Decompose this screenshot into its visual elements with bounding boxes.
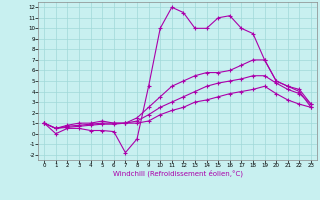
X-axis label: Windchill (Refroidissement éolien,°C): Windchill (Refroidissement éolien,°C)	[113, 170, 243, 177]
